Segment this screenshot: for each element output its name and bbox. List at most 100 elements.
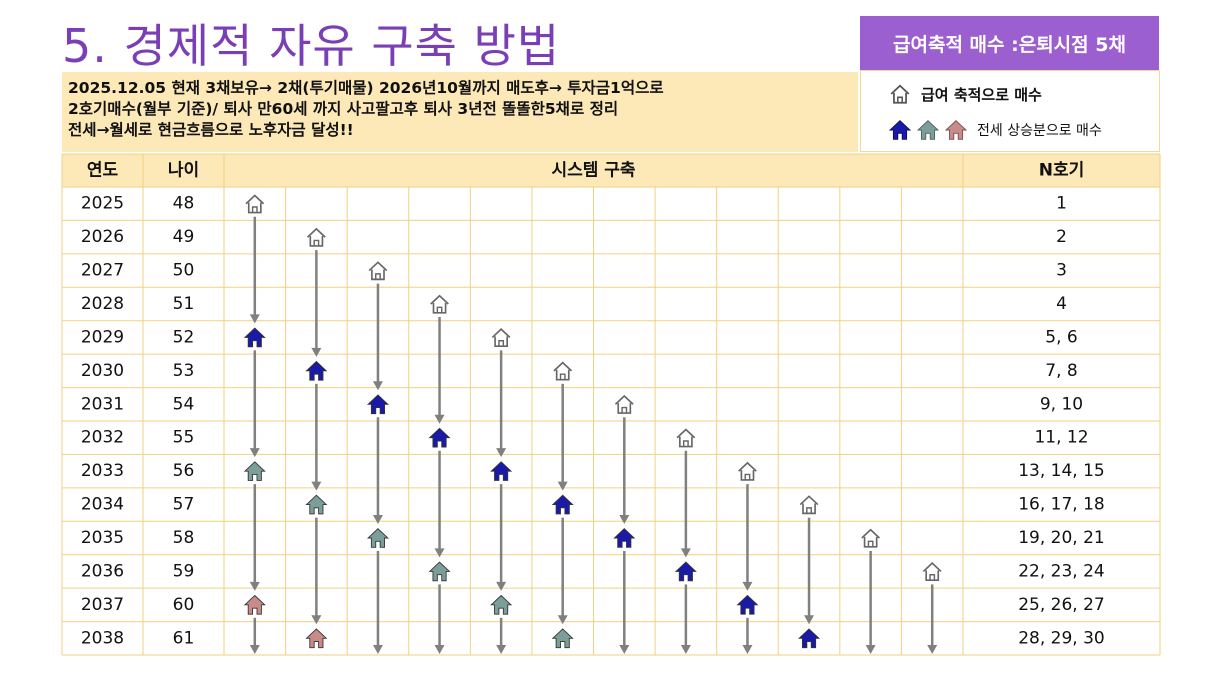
cell-year: 2036 [81, 561, 124, 581]
house-teal-icon [490, 594, 513, 615]
cell-age: 51 [173, 294, 195, 314]
legend: 급여 축적으로 매수 전세 상승분으로 매수 [860, 70, 1160, 152]
flow-arrow [311, 517, 322, 625]
flow-arrow [557, 517, 568, 625]
house-blue-icon [490, 461, 513, 481]
house-blue-icon [366, 394, 389, 415]
cell-n: 1 [1056, 194, 1067, 214]
house-blue-icon [428, 427, 451, 448]
cell-year: 2029 [81, 327, 124, 347]
flow-arrow [496, 350, 507, 458]
cell-n: 5, 6 [1045, 327, 1077, 347]
cell-age: 60 [173, 595, 195, 615]
legend-jeonse: 전세 상승분으로 매수 [889, 119, 1102, 141]
cell-year: 2028 [81, 294, 124, 314]
house-teal-icon [428, 561, 451, 582]
flow-arrow [372, 417, 383, 524]
cell-n: 9, 10 [1040, 394, 1083, 414]
house-blue-icon [613, 528, 636, 548]
house-outline-icon [676, 428, 696, 448]
cell-age: 49 [173, 227, 195, 247]
house-teal-icon [243, 461, 266, 481]
house-outline-icon [922, 562, 942, 582]
cell-year: 2031 [81, 394, 124, 414]
flow-arrow [680, 450, 691, 558]
house-teal-icon [551, 628, 574, 649]
cell-age: 61 [173, 628, 195, 648]
flow-arrow [372, 551, 383, 654]
header-year: 연도 [87, 161, 119, 181]
description-line: 전세→월세로 현금흐름으로 노후자금 달성!! [68, 121, 354, 139]
header-age: 나이 [168, 161, 199, 181]
cell-age: 56 [173, 461, 195, 481]
cell-age: 55 [173, 428, 195, 448]
cell-n: 16, 17, 18 [1018, 495, 1105, 515]
house-outline-icon [430, 294, 449, 314]
cell-age: 53 [173, 361, 195, 381]
flow-arrow [557, 383, 568, 491]
flow-arrow [434, 450, 445, 558]
flow-arrow [434, 584, 445, 654]
house-outline-icon [861, 528, 880, 548]
cell-year: 2038 [81, 628, 124, 648]
house-pink-icon [945, 120, 967, 140]
cell-age: 48 [173, 194, 195, 214]
flow-arrow [311, 250, 322, 357]
cell-year: 2026 [81, 227, 124, 247]
cell-year: 2032 [81, 428, 124, 448]
cell-year: 2030 [81, 361, 124, 381]
description-line: 2호기매수(월부 기준)/ 퇴사 만60세 까지 사고팔고후 퇴사 3년전 똘똘… [68, 100, 619, 118]
description-box: 2025.12.05 현재 3채보유→ 2채(투기매물) 2026년10월까지 … [62, 72, 858, 152]
flow-arrow [742, 484, 753, 591]
description-line: 2025.12.05 현재 3채보유→ 2채(투기매물) 2026년10월까지 … [68, 79, 664, 97]
house-outline-icon [799, 495, 819, 515]
houses [243, 194, 942, 649]
cell-year: 2027 [81, 261, 124, 281]
flow-arrow [742, 617, 753, 654]
house-outline-icon [738, 461, 757, 481]
house-blue-icon [736, 594, 759, 615]
flow-arrow [434, 317, 445, 424]
flow-arrow [865, 551, 876, 654]
arrows [249, 216, 938, 654]
cell-year: 2025 [81, 194, 124, 214]
flow-arrow [619, 551, 630, 654]
cell-n: 19, 20, 21 [1018, 528, 1105, 548]
cell-age: 58 [173, 528, 195, 548]
cell-n: 3 [1056, 261, 1067, 281]
cell-age: 52 [173, 327, 195, 347]
legend-jeonse-label: 전세 상승분으로 매수 [977, 123, 1102, 139]
cell-n: 2 [1056, 227, 1067, 247]
house-outline-icon [890, 84, 910, 104]
cell-year: 2037 [81, 595, 124, 615]
flow-arrow [249, 216, 260, 324]
house-outline-icon [553, 361, 573, 381]
flow-arrow [804, 517, 815, 625]
cell-n: 7, 8 [1045, 361, 1077, 381]
header-n: N호기 [1039, 161, 1085, 181]
house-blue-icon [798, 628, 821, 649]
page-title: 5. 경제적 자유 구축 방법 [62, 19, 561, 73]
house-teal-icon [917, 120, 939, 140]
cell-year: 2035 [81, 528, 124, 548]
house-blue-icon [889, 120, 911, 140]
summary-badge: 급여축적 매수 :은퇴시점 5채 [860, 16, 1159, 70]
house-teal-icon [366, 528, 389, 548]
house-outline-icon [368, 261, 388, 281]
cell-n: 13, 14, 15 [1018, 461, 1105, 481]
house-teal-icon [305, 494, 328, 515]
legend-salary-label: 급여 축적으로 매수 [921, 85, 1042, 104]
flow-arrow [249, 617, 260, 654]
house-outline-icon [307, 227, 326, 247]
house-blue-icon [674, 561, 697, 582]
grid-lines [61, 153, 1161, 656]
cell-age: 59 [173, 561, 195, 581]
cell-age: 57 [173, 495, 195, 515]
cell-year: 2033 [81, 461, 124, 481]
flow-arrow [619, 417, 630, 524]
cell-n: 22, 23, 24 [1018, 561, 1105, 581]
flow-arrow [311, 383, 322, 491]
flow-arrow [372, 283, 383, 391]
cell-n: 25, 26, 27 [1018, 595, 1105, 615]
